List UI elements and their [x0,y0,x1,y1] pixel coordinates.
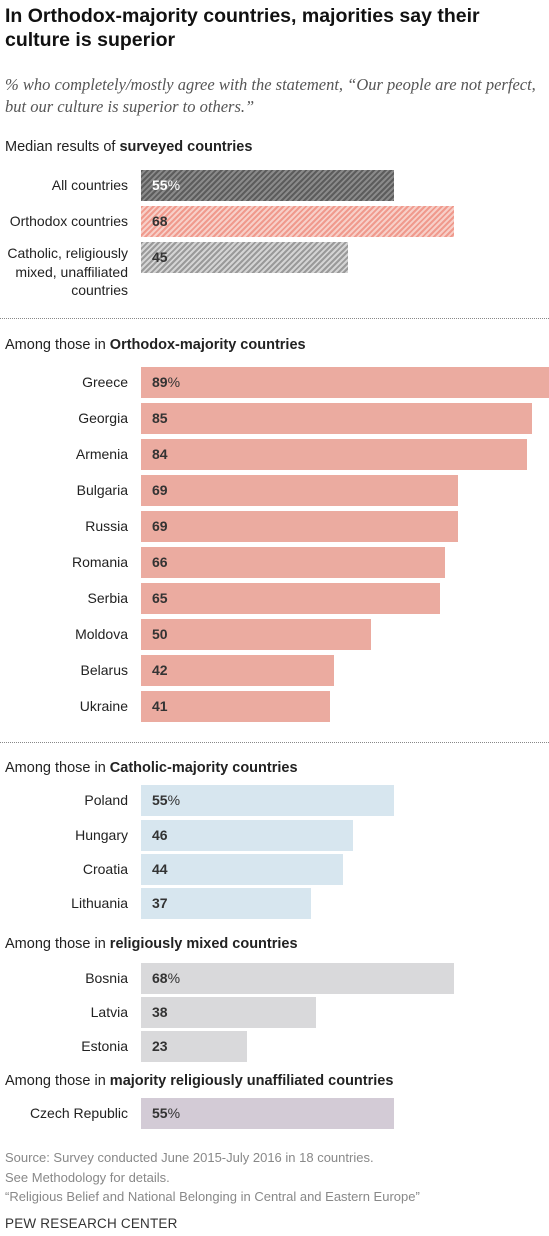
category-label: Serbia [87,590,128,606]
bar [141,439,528,470]
data-label: 46 [152,827,168,843]
bar [141,403,532,434]
source-line: “Religious Belief and National Belonging… [5,1189,420,1204]
bar [141,170,394,201]
category-label: Ukraine [79,698,128,714]
source-line: See Methodology for details. [5,1169,170,1185]
category-label: Czech Republic [29,1105,128,1121]
section-heading-bold: religiously mixed countries [109,936,298,952]
section-heading-median: Median results of surveyed countries [5,139,252,155]
data-label: 85 [152,410,168,426]
section-heading-lead: Median results of [5,139,120,155]
bar [141,997,316,1028]
bar [141,1031,247,1062]
category-label: Georgia [78,410,128,426]
data-label: 38 [152,1004,168,1020]
data-label: 66 [152,554,168,570]
bar [141,475,459,506]
category-label: Orthodox countries [9,213,128,229]
bar [141,691,330,722]
section-heading-lead: Among those in [5,337,110,353]
bar [141,888,312,919]
category-label: Bosnia [85,970,128,986]
section-heading-bold: Orthodox-majority countries [109,337,306,353]
section-heading-catholic: Among those in Catholic-majority countri… [5,760,298,776]
section-heading-lead: Among those in [5,760,110,776]
data-label: 69 [152,482,168,498]
category-label: Romania [71,554,128,570]
brand-logo-text: PEW RESEARCH CENTER [5,1216,178,1231]
category-label: Moldova [75,626,128,642]
category-label: Russia [85,518,128,534]
category-label: Croatia [82,861,128,877]
bar [141,820,353,851]
data-label: 89% [152,374,181,390]
bar [141,242,348,273]
section-divider [0,742,549,743]
section-heading-lead: Among those in [5,936,110,952]
data-label: 55% [152,792,181,808]
data-label: 41 [152,698,168,714]
source-line: Source: Survey conducted June 2015-July … [5,1150,374,1165]
category-label: Catholic, religiously mixed, unaffiliate… [7,245,128,298]
data-label: 65 [152,590,168,606]
section-heading-orthodox: Among those in Orthodox-majority countri… [5,337,306,353]
bar [141,854,344,885]
data-label: 44 [152,861,168,877]
data-label: 68% [152,970,181,986]
section-heading-bold: majority religiously unaffiliated countr… [109,1073,394,1089]
bar [141,963,454,994]
category-label: Bulgaria [76,482,128,498]
chart-title: In Orthodox-majority countries, majoriti… [5,5,480,51]
section-heading-bold: surveyed countries [119,139,253,155]
chart-subtitle: % who completely/mostly agree with the s… [5,75,536,116]
bar [141,1098,394,1129]
category-label: Lithuania [71,895,128,911]
data-label: 55% [152,1105,181,1121]
section-heading-mixed: Among those in religiously mixed countri… [5,936,298,952]
bar [141,583,440,614]
section-heading-lead: Among those in [5,1073,110,1089]
category-label: Latvia [90,1004,128,1020]
category-label: Greece [82,374,128,390]
category-label: Armenia [75,446,128,462]
data-label: 68 [152,213,168,229]
source-note: Source: Survey conducted June 2015-July … [5,1148,420,1207]
bar [141,547,445,578]
data-label: 37 [152,895,168,911]
data-label: 84 [152,446,168,462]
bar [141,367,549,398]
section-divider [0,318,549,319]
data-label: 55% [152,177,181,193]
data-label: 42 [152,662,168,678]
section-heading-bold: Catholic-majority countries [109,760,298,776]
section-heading-unaffiliated: Among those in majority religiously unaf… [5,1073,393,1089]
category-label: Belarus [80,662,128,678]
category-label: All countries [51,177,128,193]
category-label: Estonia [81,1038,128,1054]
category-label: Poland [84,792,128,808]
data-label: 45 [152,249,168,265]
data-label: 23 [152,1038,168,1054]
data-label: 69 [152,518,168,534]
bar [141,511,459,542]
bar [141,619,371,650]
data-label: 50 [152,626,168,642]
bar [141,785,394,816]
category-label: Hungary [75,827,128,843]
bar [141,206,454,237]
bar [141,655,335,686]
